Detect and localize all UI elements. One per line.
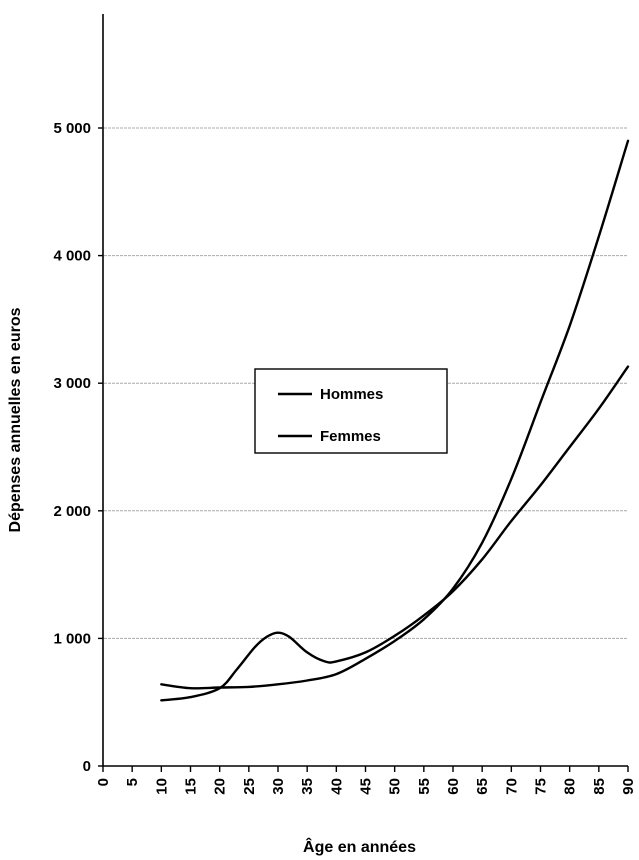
y-tick-label: 3 000 xyxy=(53,375,91,392)
series-line-hommes xyxy=(160,139,630,690)
x-tick-label: 90 xyxy=(620,778,637,795)
y-tick-label: 5 000 xyxy=(53,120,91,137)
y-axis-ticks: 0 1 000 2 000 3 000 4 000 5 000 xyxy=(53,120,103,775)
x-tick-label: 80 xyxy=(562,778,579,795)
y-tick-label: 1 000 xyxy=(53,630,91,647)
series-lines xyxy=(160,139,630,702)
x-tick-label: 85 xyxy=(591,778,608,795)
x-tick-label: 60 xyxy=(445,778,462,795)
x-axis-ticks: 0 5 10 15 20 25 30 35 40 45 50 55 60 65 70 75 80 85 90 xyxy=(95,766,637,795)
y-tick-label: 0 xyxy=(83,758,91,775)
y-tick-label: 2 000 xyxy=(53,503,91,520)
x-tick-label: 0 xyxy=(95,778,112,786)
x-tick-label: 20 xyxy=(212,778,229,795)
x-tick-label: 65 xyxy=(474,778,491,795)
x-tick-label: 30 xyxy=(270,778,287,795)
legend-box xyxy=(254,368,448,454)
x-tick-label: 50 xyxy=(387,778,404,795)
x-tick-label: 15 xyxy=(183,778,200,795)
y-axis-label: Dépenses annuelles en euros xyxy=(7,307,24,532)
x-tick-label: 5 xyxy=(124,778,141,786)
y-tick-label: 4 000 xyxy=(53,248,91,265)
x-tick-label: 40 xyxy=(328,778,345,795)
x-tick-label: 35 xyxy=(299,778,316,795)
x-tick-label: 70 xyxy=(503,778,520,795)
x-tick-label: 10 xyxy=(153,778,170,795)
series-line-femmes xyxy=(160,365,630,702)
x-tick-label: 25 xyxy=(241,778,258,795)
x-tick-label: 45 xyxy=(358,778,375,795)
x-tick-label: 55 xyxy=(416,778,433,795)
legend: Hommes Femmes xyxy=(254,368,448,454)
x-axis-label: Âge en années xyxy=(303,837,416,856)
x-tick-label: 75 xyxy=(533,778,550,795)
legend-label-femmes: Femmes xyxy=(320,428,381,445)
legend-label-hommes: Hommes xyxy=(320,386,383,403)
